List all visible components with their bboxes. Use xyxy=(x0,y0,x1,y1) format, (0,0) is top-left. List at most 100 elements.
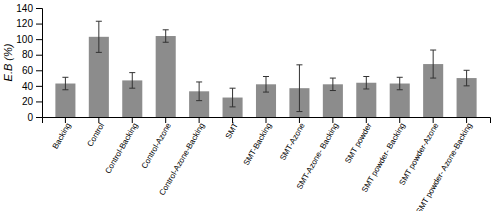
error-bar xyxy=(163,30,169,42)
tick: 100 xyxy=(16,34,42,45)
error-line xyxy=(366,77,367,89)
tick: SMT-Backing xyxy=(242,117,274,167)
error-cap xyxy=(263,76,269,77)
error-cap xyxy=(296,111,302,112)
error-cap xyxy=(196,100,202,101)
error-cap xyxy=(129,88,135,89)
tick: 80 xyxy=(22,49,42,60)
y-axis: 0 20 40 60 80 100 120 140 xyxy=(16,3,42,123)
tick: Backing xyxy=(51,117,73,151)
error-cap xyxy=(163,42,169,43)
tick: 40 xyxy=(22,81,42,92)
tick-mark xyxy=(36,24,42,25)
error-cap xyxy=(163,29,169,30)
error-cap xyxy=(230,88,236,89)
tick: 140 xyxy=(16,3,42,14)
error-bar xyxy=(464,70,470,86)
tick-label: SMT xyxy=(224,121,240,140)
error-line xyxy=(332,78,333,90)
error-line xyxy=(165,30,166,42)
error-line xyxy=(98,21,99,52)
tick-label: SMT-Backing xyxy=(242,121,274,167)
tick: SMT-Azone- Backing xyxy=(295,117,340,191)
tick: SMT-Azone xyxy=(278,117,307,162)
error-line xyxy=(299,65,300,112)
error-cap xyxy=(62,77,68,78)
tick-label: Control xyxy=(85,121,106,148)
plot: 020406080100120140BackingControlControl-… xyxy=(16,3,490,211)
tick-label: Control-Backing xyxy=(103,121,139,175)
tick-mark xyxy=(36,101,42,102)
error-cap xyxy=(363,76,369,77)
tick-label: SMT-Azone xyxy=(278,121,307,162)
error-line xyxy=(232,88,233,107)
tick: Control xyxy=(85,117,106,148)
tick-label: 40 xyxy=(22,81,34,92)
axis-line xyxy=(36,9,43,118)
chart: 020406080100120140BackingControlControl-… xyxy=(0,0,500,211)
error-bar xyxy=(397,77,403,89)
tick-mark xyxy=(36,86,42,87)
error-bar xyxy=(196,82,202,101)
error-line xyxy=(399,77,400,89)
tick-label: 60 xyxy=(22,65,34,76)
tick: SMT xyxy=(224,117,240,140)
tick-label: SMT powder- Azone-Backing xyxy=(414,121,474,211)
error-cap xyxy=(230,106,236,107)
error-cap xyxy=(263,92,269,93)
tick: 20 xyxy=(22,96,42,107)
error-line xyxy=(65,77,66,89)
error-bar xyxy=(263,77,269,93)
error-cap xyxy=(397,77,403,78)
error-bar xyxy=(430,50,436,78)
error-cap xyxy=(430,78,436,79)
tick-label: Control-Azone-Backing xyxy=(158,121,207,197)
tick: Control-Azone xyxy=(140,117,174,170)
marks xyxy=(55,21,476,117)
y-axis-title: E.B (%) xyxy=(2,43,14,81)
tick-label: SMT-Azone- Backing xyxy=(295,121,340,191)
error-cap xyxy=(464,85,470,86)
error-cap xyxy=(430,50,436,51)
tick-mark xyxy=(36,117,42,118)
error-cap xyxy=(296,64,302,65)
tick-mark xyxy=(36,55,42,56)
tick: Control-Backing xyxy=(103,117,139,175)
tick-label: 140 xyxy=(16,3,33,14)
tick: 60 xyxy=(22,65,42,76)
error-cap xyxy=(62,89,68,90)
tick-mark xyxy=(36,39,42,40)
tick: SMT powder xyxy=(343,117,374,165)
error-cap xyxy=(330,90,336,91)
tick: 120 xyxy=(16,18,42,29)
error-bar xyxy=(330,78,336,90)
error-cap xyxy=(397,89,403,90)
error-line xyxy=(132,73,133,89)
error-cap xyxy=(330,78,336,79)
tick-label: 80 xyxy=(22,49,34,60)
error-bar xyxy=(129,73,135,89)
error-cap xyxy=(129,72,135,73)
error-line xyxy=(466,70,467,86)
error-bar xyxy=(363,77,369,89)
error-line xyxy=(199,82,200,101)
x-axis: BackingControlControl-BackingControl-Azo… xyxy=(43,117,491,211)
error-cap xyxy=(96,21,102,22)
error-cap xyxy=(464,70,470,71)
error-cap xyxy=(96,52,102,53)
tick-label: 0 xyxy=(27,112,33,123)
tick: Control-Azone-Backing xyxy=(158,117,207,197)
error-bar xyxy=(62,77,68,89)
error-bar xyxy=(230,88,236,107)
tick: 0 xyxy=(27,112,42,123)
tick-label: 20 xyxy=(22,96,34,107)
bar xyxy=(156,36,176,117)
error-line xyxy=(433,50,434,78)
tick-mark xyxy=(36,8,42,9)
tick-label: 100 xyxy=(16,34,33,45)
tick-label: Backing xyxy=(51,121,73,150)
tick-label: SMT powder xyxy=(343,121,374,165)
error-bar xyxy=(96,21,102,52)
error-cap xyxy=(196,81,202,82)
error-bar xyxy=(296,65,302,112)
